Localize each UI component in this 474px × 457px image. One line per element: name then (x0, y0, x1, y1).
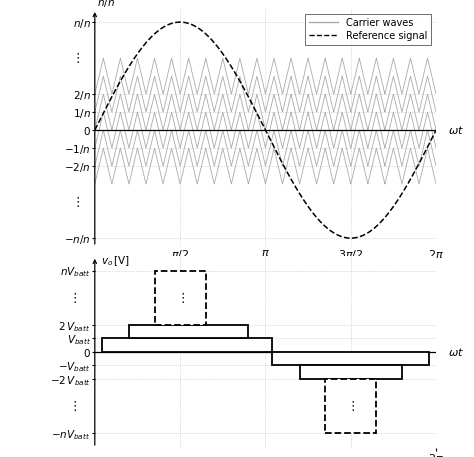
Text: $\vdots$: $\vdots$ (72, 51, 80, 65)
Text: $\vdots$: $\vdots$ (72, 195, 80, 209)
Bar (325, 379, 376, 433)
Text: $Cell_1\,\mathrm{ON}$: $Cell_1\,\mathrm{ON}$ (168, 339, 206, 351)
Text: $\vdots$: $\vdots$ (67, 291, 76, 305)
Bar (300, 366, 402, 379)
Bar (129, 325, 248, 338)
Text: $\omega t$: $\omega t$ (448, 346, 464, 358)
Text: $\vdots$: $\vdots$ (176, 291, 184, 305)
Text: $Cell_2\,\mathrm{ON}$: $Cell_2\,\mathrm{ON}$ (170, 325, 208, 338)
Bar (272, 352, 429, 366)
Text: $n/n$: $n/n$ (97, 0, 115, 9)
Bar (155, 271, 206, 325)
Legend: Carrier waves, Reference signal: Carrier waves, Reference signal (305, 14, 431, 45)
Text: $v_o\,\mathrm{[V]}$: $v_o\,\mathrm{[V]}$ (101, 254, 130, 268)
Text: $\vdots$: $\vdots$ (346, 399, 355, 413)
Text: $Cell_2\,\mathrm{ON}$: $Cell_2\,\mathrm{ON}$ (332, 366, 370, 378)
Text: $\vdots$: $\vdots$ (67, 399, 76, 413)
Text: $Cell_1\,\mathrm{ON}$: $Cell_1\,\mathrm{ON}$ (332, 352, 370, 365)
Text: $\omega t$: $\omega t$ (448, 124, 464, 136)
Bar (101, 338, 272, 352)
